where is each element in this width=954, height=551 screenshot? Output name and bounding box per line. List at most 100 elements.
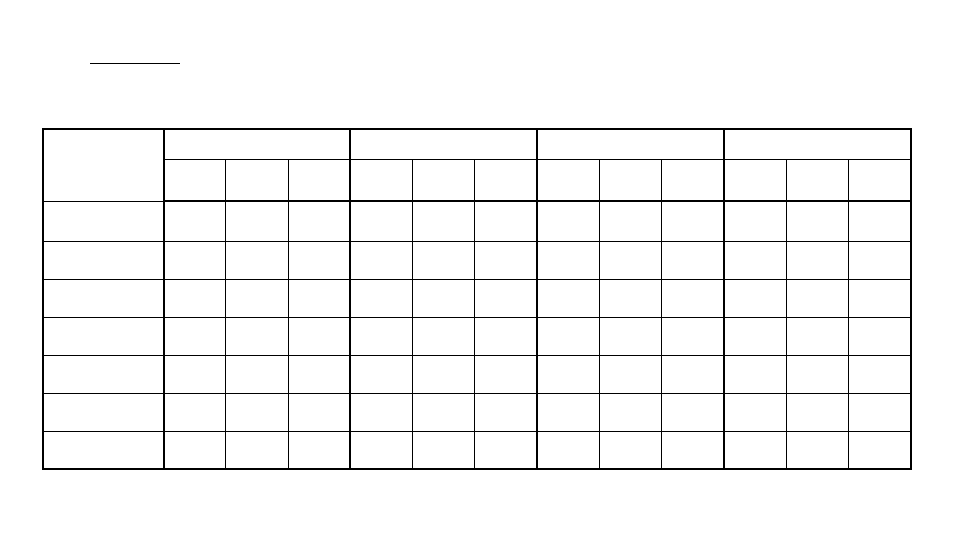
cell	[413, 279, 475, 317]
cell	[662, 317, 724, 355]
group-header	[164, 129, 351, 159]
cell	[164, 317, 226, 355]
cell	[164, 241, 226, 279]
table-header-row-subs	[43, 159, 911, 201]
cell	[724, 241, 786, 279]
cell	[662, 279, 724, 317]
cell	[475, 431, 537, 469]
cell	[164, 431, 226, 469]
cell	[600, 393, 662, 431]
cell	[350, 431, 412, 469]
cell	[475, 201, 537, 241]
cell	[475, 279, 537, 317]
sub-header	[164, 159, 226, 201]
table-header-row-groups	[43, 129, 911, 159]
cell	[475, 241, 537, 279]
cell	[600, 355, 662, 393]
cell	[350, 317, 412, 355]
cell	[849, 355, 911, 393]
cell	[226, 201, 288, 241]
cell	[288, 393, 350, 431]
row-label	[43, 355, 164, 393]
cell	[537, 431, 599, 469]
table-row	[43, 431, 911, 469]
cell	[849, 317, 911, 355]
cell	[724, 201, 786, 241]
cell	[537, 393, 599, 431]
cell	[164, 393, 226, 431]
cell	[724, 393, 786, 431]
table-row	[43, 201, 911, 241]
cell	[786, 241, 848, 279]
cell	[849, 241, 911, 279]
sub-header	[724, 159, 786, 201]
sub-header	[288, 159, 350, 201]
cell	[662, 393, 724, 431]
cell	[413, 393, 475, 431]
sub-header	[786, 159, 848, 201]
cell	[164, 279, 226, 317]
cell	[724, 317, 786, 355]
row-label	[43, 201, 164, 241]
cell	[350, 241, 412, 279]
cell	[413, 317, 475, 355]
cell	[600, 431, 662, 469]
title-underline	[90, 63, 180, 64]
cell	[724, 279, 786, 317]
cell	[475, 393, 537, 431]
cell	[413, 201, 475, 241]
cell	[849, 431, 911, 469]
cell	[350, 201, 412, 241]
cell	[226, 241, 288, 279]
data-table	[42, 128, 912, 470]
cell	[164, 355, 226, 393]
cell	[786, 201, 848, 241]
cell	[288, 201, 350, 241]
table-row	[43, 241, 911, 279]
table-body	[43, 201, 911, 469]
cell	[413, 355, 475, 393]
cell	[786, 317, 848, 355]
cell	[724, 355, 786, 393]
cell	[288, 279, 350, 317]
cell	[537, 201, 599, 241]
cell	[350, 279, 412, 317]
table-row	[43, 317, 911, 355]
cell	[849, 201, 911, 241]
cell	[288, 355, 350, 393]
cell	[226, 393, 288, 431]
cell	[226, 317, 288, 355]
cell	[600, 279, 662, 317]
cell	[849, 393, 911, 431]
cell	[662, 431, 724, 469]
cell	[724, 431, 786, 469]
cell	[475, 355, 537, 393]
cell	[226, 431, 288, 469]
sub-header	[849, 159, 911, 201]
sub-header	[600, 159, 662, 201]
cell	[662, 241, 724, 279]
table-row	[43, 355, 911, 393]
cell	[164, 201, 226, 241]
cell	[786, 393, 848, 431]
sub-header	[413, 159, 475, 201]
cell	[662, 201, 724, 241]
table-row	[43, 279, 911, 317]
group-header	[350, 129, 537, 159]
group-header	[724, 129, 911, 159]
cell	[350, 355, 412, 393]
cell	[849, 279, 911, 317]
cell	[288, 241, 350, 279]
sub-header	[226, 159, 288, 201]
cell	[537, 317, 599, 355]
cell	[413, 431, 475, 469]
cell	[413, 241, 475, 279]
cell	[600, 201, 662, 241]
cell	[786, 355, 848, 393]
row-label	[43, 431, 164, 469]
cell	[350, 393, 412, 431]
cell	[537, 279, 599, 317]
row-label	[43, 279, 164, 317]
cell	[600, 317, 662, 355]
cell	[662, 355, 724, 393]
